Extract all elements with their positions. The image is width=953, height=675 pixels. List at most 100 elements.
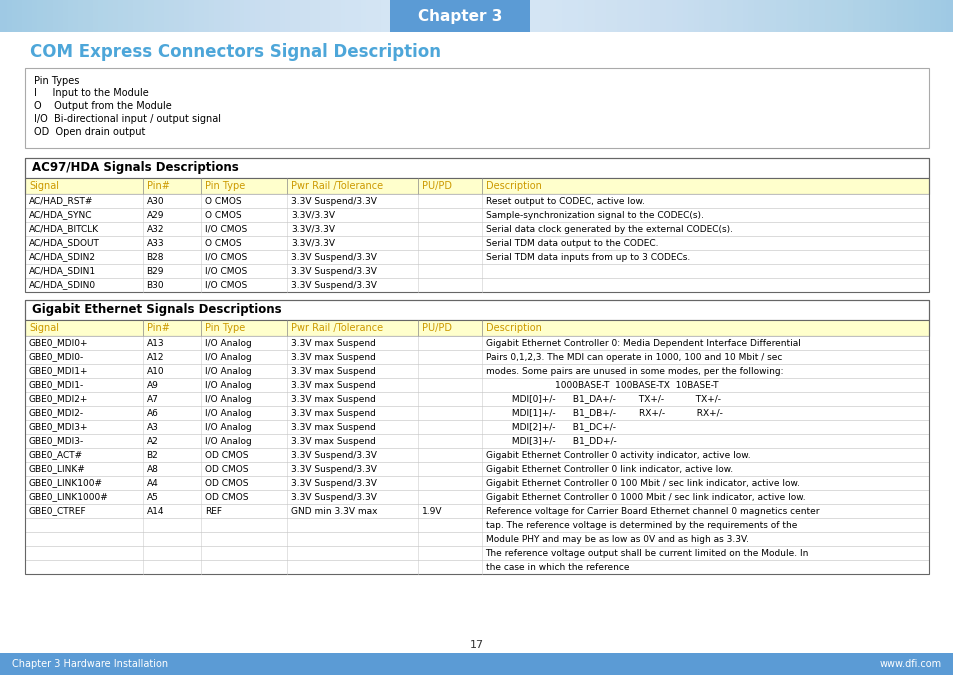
FancyBboxPatch shape <box>25 378 928 392</box>
Text: B2: B2 <box>147 450 158 460</box>
Text: www.dfi.com: www.dfi.com <box>879 659 941 669</box>
Text: 3.3V max Suspend: 3.3V max Suspend <box>291 408 375 418</box>
FancyBboxPatch shape <box>25 336 928 350</box>
Text: MDI[3]+/-      B1_DD+/-: MDI[3]+/- B1_DD+/- <box>485 437 616 446</box>
Text: B28: B28 <box>147 252 164 261</box>
FancyBboxPatch shape <box>25 300 928 320</box>
Text: 3.3V max Suspend: 3.3V max Suspend <box>291 437 375 446</box>
FancyBboxPatch shape <box>25 208 928 222</box>
Text: B29: B29 <box>147 267 164 275</box>
FancyBboxPatch shape <box>25 68 928 148</box>
Text: I/O Analog: I/O Analog <box>205 394 252 404</box>
Text: OD CMOS: OD CMOS <box>205 450 249 460</box>
FancyBboxPatch shape <box>25 250 928 264</box>
Text: Pin Type: Pin Type <box>205 323 245 333</box>
Text: A8: A8 <box>147 464 158 473</box>
Text: Gigabit Ethernet Controller 0 link indicator, active low.: Gigabit Ethernet Controller 0 link indic… <box>485 464 732 473</box>
Text: AC/HDA_SDOUT: AC/HDA_SDOUT <box>29 238 100 248</box>
FancyBboxPatch shape <box>25 504 928 518</box>
Text: Description: Description <box>485 181 541 191</box>
FancyBboxPatch shape <box>390 0 530 32</box>
FancyBboxPatch shape <box>25 222 928 236</box>
Text: A2: A2 <box>147 437 158 446</box>
FancyBboxPatch shape <box>25 194 928 208</box>
Text: I/O Analog: I/O Analog <box>205 423 252 431</box>
Text: Gigabit Ethernet Controller 0 activity indicator, active low.: Gigabit Ethernet Controller 0 activity i… <box>485 450 749 460</box>
Text: Sample-synchronization signal to the CODEC(s).: Sample-synchronization signal to the COD… <box>485 211 702 219</box>
Text: Gigabit Ethernet Controller 0 100 Mbit / sec link indicator, active low.: Gigabit Ethernet Controller 0 100 Mbit /… <box>485 479 799 487</box>
Text: A32: A32 <box>147 225 164 234</box>
Text: 3.3V Suspend/3.3V: 3.3V Suspend/3.3V <box>291 479 376 487</box>
Text: AC/HDA_SDIN1: AC/HDA_SDIN1 <box>29 267 96 275</box>
FancyBboxPatch shape <box>25 546 928 560</box>
FancyBboxPatch shape <box>25 434 928 448</box>
FancyBboxPatch shape <box>25 560 928 574</box>
Text: the case in which the reference: the case in which the reference <box>485 562 628 572</box>
Text: I/O Analog: I/O Analog <box>205 437 252 446</box>
FancyBboxPatch shape <box>25 476 928 490</box>
Text: GBE0_MDI0-: GBE0_MDI0- <box>29 352 84 362</box>
FancyBboxPatch shape <box>25 178 928 194</box>
Text: 3.3V max Suspend: 3.3V max Suspend <box>291 394 375 404</box>
Text: GBE0_LINK#: GBE0_LINK# <box>29 464 86 473</box>
Text: Serial TDM data inputs from up to 3 CODECs.: Serial TDM data inputs from up to 3 CODE… <box>485 252 689 261</box>
Text: B30: B30 <box>147 281 164 290</box>
Text: 3.3V/3.3V: 3.3V/3.3V <box>291 238 335 248</box>
Text: 3.3V max Suspend: 3.3V max Suspend <box>291 338 375 348</box>
FancyBboxPatch shape <box>25 448 928 462</box>
FancyBboxPatch shape <box>25 490 928 504</box>
Text: 3.3V Suspend/3.3V: 3.3V Suspend/3.3V <box>291 464 376 473</box>
Text: A6: A6 <box>147 408 158 418</box>
Text: A14: A14 <box>147 506 164 516</box>
FancyBboxPatch shape <box>25 532 928 546</box>
Text: Pwr Rail /Tolerance: Pwr Rail /Tolerance <box>291 323 383 333</box>
Text: 3.3V max Suspend: 3.3V max Suspend <box>291 367 375 375</box>
Text: I/O CMOS: I/O CMOS <box>205 281 247 290</box>
Text: GBE0_LINK100#: GBE0_LINK100# <box>29 479 103 487</box>
Text: PU/PD: PU/PD <box>422 323 452 333</box>
Text: A5: A5 <box>147 493 158 502</box>
Text: Gigabit Ethernet Controller 0 1000 Mbit / sec link indicator, active low.: Gigabit Ethernet Controller 0 1000 Mbit … <box>485 493 804 502</box>
Text: Gigabit Ethernet Controller 0: Media Dependent Interface Differential: Gigabit Ethernet Controller 0: Media Dep… <box>485 338 800 348</box>
Text: GBE0_MDI3+: GBE0_MDI3+ <box>29 423 89 431</box>
Text: Pin#: Pin# <box>147 323 170 333</box>
Text: I/O  Bi-directional input / output signal: I/O Bi-directional input / output signal <box>34 114 221 124</box>
FancyBboxPatch shape <box>25 158 928 178</box>
Text: AC/HDA_SDIN2: AC/HDA_SDIN2 <box>29 252 96 261</box>
Text: MDI[0]+/-      B1_DA+/-        TX+/-           TX+/-: MDI[0]+/- B1_DA+/- TX+/- TX+/- <box>485 394 720 404</box>
Text: 3.3V Suspend/3.3V: 3.3V Suspend/3.3V <box>291 493 376 502</box>
Text: Gigabit Ethernet Signals Descriptions: Gigabit Ethernet Signals Descriptions <box>32 304 281 317</box>
Text: AC/HAD_RST#: AC/HAD_RST# <box>29 196 93 205</box>
Text: 3.3V Suspend/3.3V: 3.3V Suspend/3.3V <box>291 450 376 460</box>
Text: Reference voltage for Carrier Board Ethernet channel 0 magnetics center: Reference voltage for Carrier Board Ethe… <box>485 506 819 516</box>
Text: GBE0_MDI2+: GBE0_MDI2+ <box>29 394 89 404</box>
Text: Serial TDM data output to the CODEC.: Serial TDM data output to the CODEC. <box>485 238 658 248</box>
Text: Signal: Signal <box>29 323 59 333</box>
Text: I/O Analog: I/O Analog <box>205 352 252 362</box>
Text: modes. Some pairs are unused in some modes, per the following:: modes. Some pairs are unused in some mod… <box>485 367 782 375</box>
FancyBboxPatch shape <box>25 518 928 532</box>
Text: AC/HDA_SDIN0: AC/HDA_SDIN0 <box>29 281 96 290</box>
Text: MDI[1]+/-      B1_DB+/-        RX+/-           RX+/-: MDI[1]+/- B1_DB+/- RX+/- RX+/- <box>485 408 721 418</box>
Text: MDI[2]+/-      B1_DC+/-: MDI[2]+/- B1_DC+/- <box>485 423 615 431</box>
Text: Chapter 3: Chapter 3 <box>417 9 501 24</box>
FancyBboxPatch shape <box>25 420 928 434</box>
Text: GBE0_MDI1+: GBE0_MDI1+ <box>29 367 89 375</box>
Text: 3.3V Suspend/3.3V: 3.3V Suspend/3.3V <box>291 252 376 261</box>
Text: I/O Analog: I/O Analog <box>205 338 252 348</box>
FancyBboxPatch shape <box>25 264 928 278</box>
Text: 1000BASE-T  100BASE-TX  10BASE-T: 1000BASE-T 100BASE-TX 10BASE-T <box>485 381 718 389</box>
Text: 3.3V Suspend/3.3V: 3.3V Suspend/3.3V <box>291 196 376 205</box>
Text: A33: A33 <box>147 238 164 248</box>
Text: I     Input to the Module: I Input to the Module <box>34 88 149 98</box>
Text: OD CMOS: OD CMOS <box>205 479 249 487</box>
Text: 3.3V/3.3V: 3.3V/3.3V <box>291 211 335 219</box>
Text: Description: Description <box>485 323 541 333</box>
Text: 17: 17 <box>470 640 483 650</box>
Text: A12: A12 <box>147 352 164 362</box>
Text: 3.3V max Suspend: 3.3V max Suspend <box>291 381 375 389</box>
Text: O CMOS: O CMOS <box>205 238 242 248</box>
Text: A29: A29 <box>147 211 164 219</box>
FancyBboxPatch shape <box>25 278 928 292</box>
Text: GBE0_MDI3-: GBE0_MDI3- <box>29 437 84 446</box>
